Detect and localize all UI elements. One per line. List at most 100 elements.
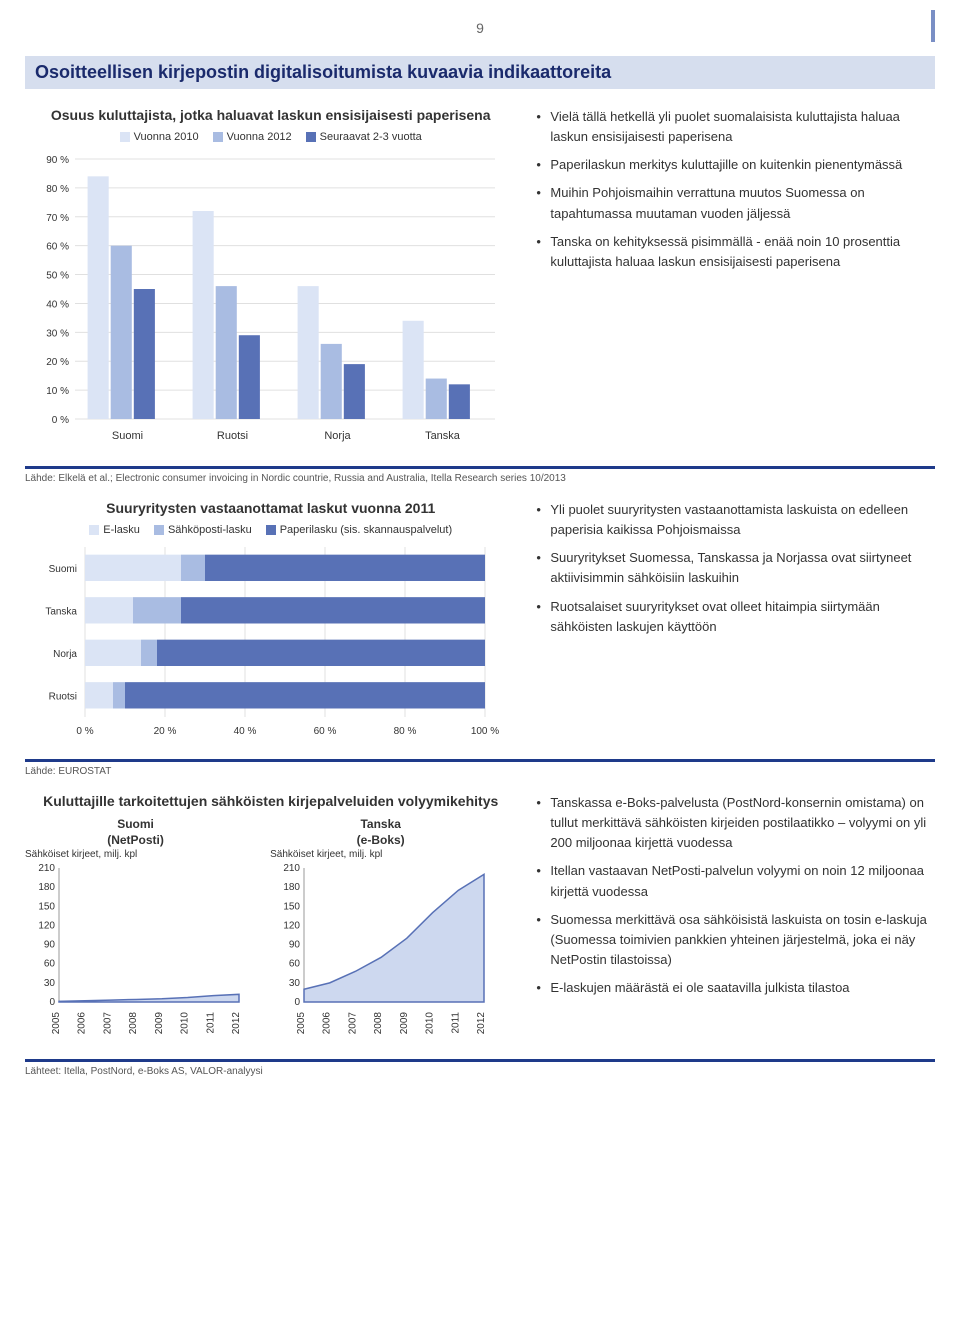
svg-text:90 %: 90 % bbox=[46, 155, 69, 166]
chart2-title: Suuryritysten vastaanottamat laskut vuon… bbox=[25, 500, 516, 516]
svg-text:2009: 2009 bbox=[399, 1012, 410, 1035]
svg-text:2007: 2007 bbox=[102, 1012, 113, 1035]
area bbox=[59, 994, 239, 1002]
bullet-item: Itellan vastaavan NetPosti-palvelun voly… bbox=[536, 861, 935, 901]
svg-text:2010: 2010 bbox=[425, 1012, 436, 1035]
bullets1: Vielä tällä hetkellä yli puolet suomalai… bbox=[536, 107, 935, 452]
svg-text:180: 180 bbox=[283, 882, 300, 893]
svg-text:70 %: 70 % bbox=[46, 213, 69, 224]
chart1-legend: Vuonna 2010Vuonna 2012Seuraavat 2-3 vuot… bbox=[25, 131, 516, 143]
section-3: Kuluttajille tarkoitettujen sähköisten k… bbox=[25, 793, 935, 1045]
mini-chart: Suomi(NetPosti)Sähköiset kirjeet, milj. … bbox=[25, 817, 246, 1045]
bar bbox=[298, 286, 319, 419]
svg-text:2009: 2009 bbox=[154, 1012, 165, 1035]
bullet-item: Tanska on kehityksessä pisimmällä - enää… bbox=[536, 232, 935, 272]
bar bbox=[141, 640, 157, 666]
svg-text:60 %: 60 % bbox=[314, 726, 337, 737]
svg-text:80 %: 80 % bbox=[394, 726, 417, 737]
legend-item: Seuraavat 2-3 vuotta bbox=[306, 131, 422, 143]
bar bbox=[205, 555, 485, 581]
bar bbox=[181, 597, 485, 623]
svg-text:Tanska: Tanska bbox=[425, 430, 461, 442]
svg-text:2007: 2007 bbox=[348, 1012, 359, 1035]
chart3-container: Kuluttajille tarkoitettujen sähköisten k… bbox=[25, 793, 516, 1045]
chart1-svg: 0 %10 %20 %30 %40 %50 %60 %70 %80 %90 %S… bbox=[25, 149, 505, 449]
svg-text:2008: 2008 bbox=[373, 1012, 384, 1035]
svg-text:100 %: 100 % bbox=[471, 726, 499, 737]
bullet-item: Paperilaskun merkitys kuluttajille on ku… bbox=[536, 155, 935, 175]
svg-text:50 %: 50 % bbox=[46, 271, 69, 282]
svg-text:Norja: Norja bbox=[324, 430, 351, 442]
bar bbox=[181, 555, 205, 581]
bar bbox=[321, 344, 342, 419]
bar bbox=[88, 176, 109, 419]
svg-text:40 %: 40 % bbox=[234, 726, 257, 737]
svg-text:60: 60 bbox=[44, 959, 56, 970]
chart2-legend: E-lasku Sähköposti-lasku Paperilasku (sis.… bbox=[25, 524, 516, 536]
bullets2: Yli puolet suuryritysten vastaanottamist… bbox=[536, 500, 935, 745]
chart3-panels: Suomi(NetPosti)Sähköiset kirjeet, milj. … bbox=[25, 817, 516, 1045]
area bbox=[304, 874, 484, 1002]
svg-text:0: 0 bbox=[295, 997, 301, 1008]
svg-text:2006: 2006 bbox=[322, 1012, 333, 1035]
bar bbox=[133, 597, 181, 623]
legend-item: Vuonna 2012 bbox=[213, 131, 292, 143]
svg-text:30: 30 bbox=[44, 978, 56, 989]
svg-text:0 %: 0 % bbox=[76, 726, 93, 737]
svg-text:2011: 2011 bbox=[450, 1012, 461, 1034]
legend-item: E-lasku bbox=[89, 524, 140, 536]
svg-text:0 %: 0 % bbox=[52, 415, 69, 426]
bullet-item: Vielä tällä hetkellä yli puolet suomalai… bbox=[536, 107, 935, 147]
bullet-item: Yli puolet suuryritysten vastaanottamist… bbox=[536, 500, 935, 540]
svg-text:2006: 2006 bbox=[77, 1012, 88, 1035]
mini-chart: Tanska(e-Boks)Sähköiset kirjeet, milj. k… bbox=[270, 817, 491, 1045]
svg-text:20 %: 20 % bbox=[46, 357, 69, 368]
svg-text:2012: 2012 bbox=[231, 1012, 242, 1035]
svg-text:210: 210 bbox=[283, 863, 300, 874]
header-title: Osoitteellisen kirjepostin digitalisoitu… bbox=[25, 56, 935, 89]
chart3-title: Kuluttajille tarkoitettujen sähköisten k… bbox=[25, 793, 516, 809]
svg-text:180: 180 bbox=[38, 882, 55, 893]
svg-text:120: 120 bbox=[283, 920, 300, 931]
bar bbox=[85, 682, 113, 708]
svg-text:2010: 2010 bbox=[180, 1012, 191, 1035]
svg-text:0: 0 bbox=[49, 997, 55, 1008]
bar bbox=[157, 640, 485, 666]
source3: Lähteet: Itella, PostNord, e-Boks AS, VA… bbox=[25, 1059, 935, 1077]
bullet-item: Tanskassa e-Boks-palvelusta (PostNord-ko… bbox=[536, 793, 935, 853]
bullet-item: Muihin Pohjoismaihin verrattuna muutos S… bbox=[536, 183, 935, 223]
chart1-container: Osuus kuluttajista, jotka haluavat lasku… bbox=[25, 107, 516, 452]
legend-item: Sähköposti-lasku bbox=[154, 524, 252, 536]
bar bbox=[85, 640, 141, 666]
svg-text:2005: 2005 bbox=[296, 1012, 307, 1035]
svg-text:Tanska: Tanska bbox=[45, 606, 77, 617]
legend-item: Paperilasku (sis. skannauspalvelut) bbox=[266, 524, 452, 536]
source1: Lähde: Elkelä et al.; Electronic consume… bbox=[25, 466, 935, 484]
section-1: Osuus kuluttajista, jotka haluavat lasku… bbox=[25, 107, 935, 452]
svg-text:60 %: 60 % bbox=[46, 242, 69, 253]
svg-text:40 %: 40 % bbox=[46, 299, 69, 310]
bar bbox=[125, 682, 485, 708]
svg-text:60: 60 bbox=[289, 959, 301, 970]
bar bbox=[216, 286, 237, 419]
svg-text:120: 120 bbox=[38, 920, 55, 931]
svg-text:30: 30 bbox=[289, 978, 301, 989]
page-number: 9 bbox=[25, 20, 935, 36]
svg-text:150: 150 bbox=[38, 901, 55, 912]
svg-text:Norja: Norja bbox=[53, 649, 77, 660]
svg-text:2012: 2012 bbox=[476, 1012, 487, 1035]
svg-text:210: 210 bbox=[38, 863, 55, 874]
svg-text:20 %: 20 % bbox=[154, 726, 177, 737]
chart2-container: Suuryritysten vastaanottamat laskut vuon… bbox=[25, 500, 516, 745]
bullet-item: Suuryritykset Suomessa, Tanskassa ja Nor… bbox=[536, 548, 935, 588]
bar bbox=[111, 246, 132, 419]
svg-text:Suomi: Suomi bbox=[112, 430, 143, 442]
svg-text:Suomi: Suomi bbox=[49, 564, 77, 575]
svg-text:80 %: 80 % bbox=[46, 184, 69, 195]
bullet-item: E-laskujen määrästä ei ole saatavilla ju… bbox=[536, 978, 935, 998]
svg-text:2011: 2011 bbox=[205, 1012, 216, 1034]
chart2-svg: 0 % 20 % 40 % 60 % 80 % 100 % Suomi Tanska Norja… bbox=[25, 542, 505, 742]
bar bbox=[403, 321, 424, 419]
svg-text:150: 150 bbox=[283, 901, 300, 912]
svg-text:Ruotsi: Ruotsi bbox=[217, 430, 248, 442]
